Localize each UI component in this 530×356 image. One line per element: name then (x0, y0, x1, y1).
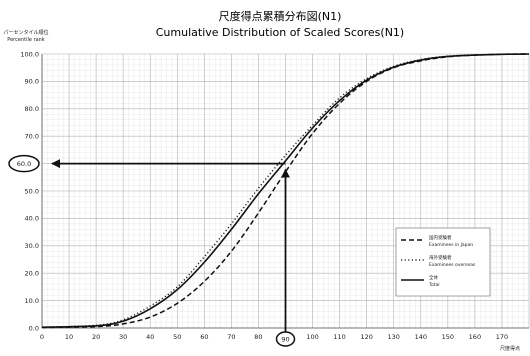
legend-label-en: Examinees overseas (429, 262, 476, 268)
y-tick-label: 40.0 (25, 215, 39, 223)
legend-label-ja: 全体 (429, 274, 438, 281)
x-tick-label: 10 (65, 333, 73, 341)
y-tick-label: 50.0 (25, 187, 39, 195)
legend-box (395, 227, 491, 297)
series-lines (41, 53, 530, 329)
x-tick-label: 150 (442, 333, 454, 341)
y-tick-label: 100.0 (20, 50, 39, 58)
x-tick-label: 20 (92, 333, 100, 341)
legend-label-ja: 海外受験者 (429, 254, 452, 261)
y-axis-label-en: Percentile rank (7, 37, 45, 43)
x-tick-label: 60 (200, 333, 208, 341)
x-tick-label: 160 (469, 333, 481, 341)
x-highlight-label: 90 (281, 336, 289, 344)
annotation: 90 60.0 (8, 154, 296, 347)
x-tick-label: 50 (173, 333, 181, 341)
y-tick-label: 80.0 (25, 105, 39, 113)
x-tick-label: 100 (306, 333, 318, 341)
x-tick-label: 70 (227, 333, 235, 341)
y-tick-label: 20.0 (25, 270, 39, 278)
legend-label-ja: 国内受験者 (429, 234, 452, 241)
y-tick-label: 30.0 (25, 242, 39, 250)
x-axis-label-ja: 尺度得点 (500, 345, 520, 352)
y-tick-label: 10.0 (25, 297, 39, 305)
x-tick-label: 170 (496, 333, 508, 341)
y-axis-label-ja: パーセンタイル順位 (3, 29, 48, 36)
legend-label-en: Total (428, 282, 440, 288)
chart-subtitle: Cumulative Distribution of Scaled Scores… (156, 26, 404, 39)
x-tick-label: 0 (40, 333, 44, 341)
axes: 0.0 10.0 20.0 30.0 40.0 50.0 60.0 70.0 80.0 90.0 1… (20, 50, 529, 341)
legend-label-en: Examinees in Japan (429, 242, 473, 248)
x-tick-label: 130 (388, 333, 400, 341)
y-tick-label: 70.0 (25, 133, 39, 141)
x-tick-label: 30 (119, 333, 127, 341)
y-highlight-label: 60.0 (17, 160, 31, 168)
y-tick-label: 90.0 (25, 78, 39, 86)
x-tick-label: 110 (333, 333, 345, 341)
x-tick-label: 80 (254, 333, 262, 341)
x-tick-label: 140 (415, 333, 427, 341)
x-highlight-circle (275, 331, 296, 347)
y-tick-label: 0.0 (29, 324, 39, 332)
chart-title: 尺度得点累積分布図(N1) (219, 9, 342, 23)
y-highlight-circle (8, 154, 40, 173)
x-tick-label: 40 (146, 333, 154, 341)
x-tick-label: 120 (360, 333, 372, 341)
series-line-solid (41, 53, 530, 328)
